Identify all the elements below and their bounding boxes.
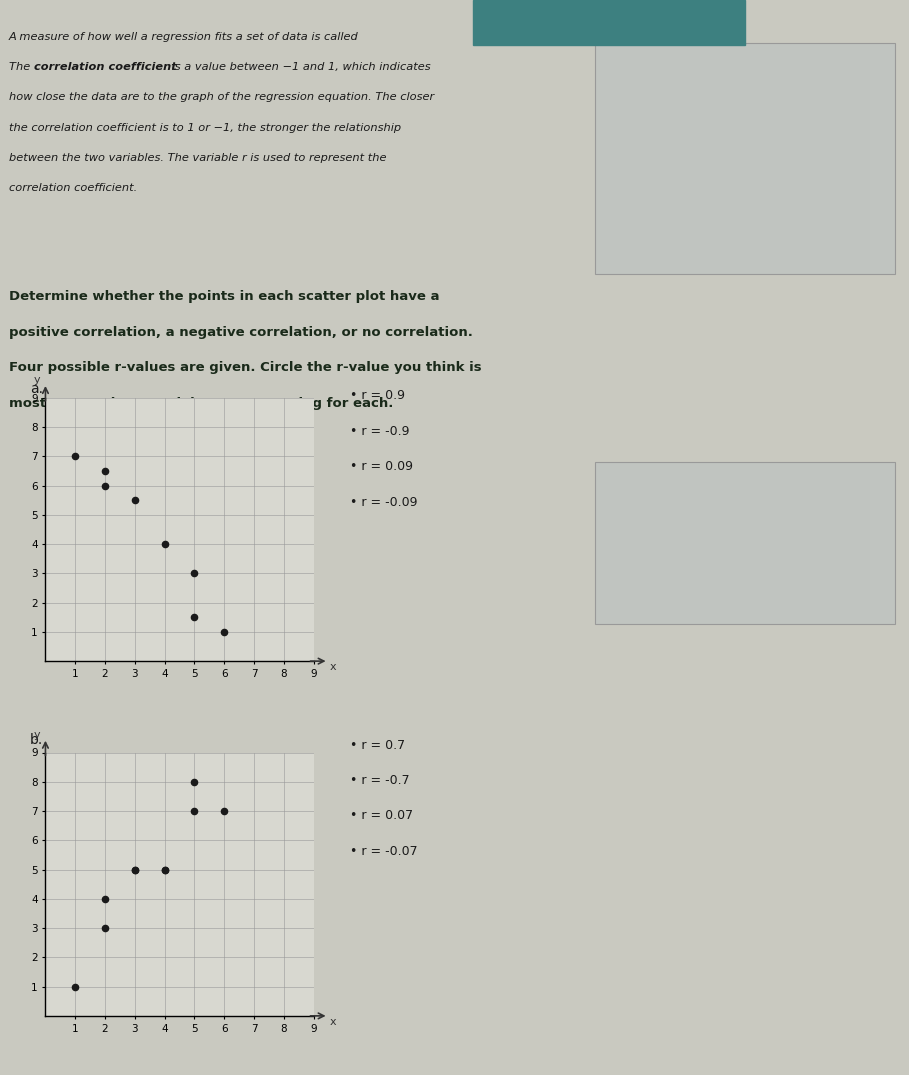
Point [127, 861, 142, 878]
Text: A measure of how well a regression fits a set of data is called: A measure of how well a regression fits … [9, 32, 363, 42]
Text: x: x [330, 662, 336, 672]
Text: • r = 0.7: • r = 0.7 [350, 739, 405, 751]
Text: • r = -0.07: • r = -0.07 [350, 845, 417, 858]
Text: a.: a. [30, 382, 43, 396]
Point [68, 978, 83, 995]
Text: correlation coefficient.: correlation coefficient. [9, 183, 137, 192]
Text: coefficient falls: coefficient falls [606, 82, 694, 91]
FancyBboxPatch shape [595, 462, 895, 624]
Text: • r = -0.09: • r = -0.09 [350, 496, 417, 508]
Text: or between 0 and: or between 0 and [606, 185, 707, 195]
Text: is a value between −1 and 1, which indicates: is a value between −1 and 1, which indic… [168, 62, 431, 72]
Text: 1 if the data show a: 1 if the data show a [606, 211, 720, 220]
Text: Four possible r-values are given. Circle the r-value you think is: Four possible r-values are given. Circle… [9, 361, 482, 374]
Point [217, 802, 232, 819]
Text: The: The [9, 62, 34, 72]
Point [187, 608, 202, 626]
Text: the correlation coefficient is to 1 or −1, the stronger the relationship: the correlation coefficient is to 1 or −… [9, 123, 401, 132]
Text: .: . [553, 32, 556, 42]
Point [98, 919, 113, 936]
Text: Determine whether the points in each scatter plot have a: Determine whether the points in each sca… [9, 290, 440, 303]
Text: The correlation: The correlation [606, 56, 693, 66]
Point [187, 564, 202, 582]
Text: a linear relationship: a linear relationship [606, 540, 724, 553]
Text: • r = -0.7: • r = -0.7 [350, 774, 410, 787]
Point [98, 890, 113, 907]
Text: positive association.: positive association. [606, 236, 723, 246]
Text: between the two variables. The variable r is used to represent the: between the two variables. The variable … [9, 153, 386, 162]
Bar [473, 0, 745, 45]
Text: The closer the r-value: The closer the r-value [606, 475, 735, 488]
Point [127, 861, 142, 878]
Text: there is in the data.: there is in the data. [606, 572, 724, 585]
FancyBboxPatch shape [595, 43, 895, 274]
Point [157, 861, 172, 878]
Point [217, 624, 232, 641]
Text: y: y [34, 375, 40, 385]
Text: • r = 0.09: • r = 0.09 [350, 460, 413, 473]
Point [98, 462, 113, 479]
Point [157, 535, 172, 553]
Text: gets to 0, the less of: gets to 0, the less of [606, 507, 727, 520]
Text: negative association: negative association [606, 159, 724, 169]
Text: correlation: correlation [486, 32, 557, 42]
Text: x: x [330, 1017, 336, 1027]
Text: most appropriate. Explain your reasoning for each.: most appropriate. Explain your reasoning… [9, 397, 394, 410]
Point [187, 802, 202, 819]
Text: between −1 and 0: between −1 and 0 [606, 108, 712, 117]
Point [187, 773, 202, 790]
Text: y: y [34, 730, 40, 740]
Text: positive correlation, a negative correlation, or no correlation.: positive correlation, a negative correla… [9, 326, 473, 339]
Text: how close the data are to the graph of the regression equation. The closer: how close the data are to the graph of t… [9, 92, 435, 102]
Text: correlation coefficient: correlation coefficient [34, 62, 176, 72]
Text: if the data show a: if the data show a [606, 133, 709, 143]
Point [127, 491, 142, 508]
Point [157, 861, 172, 878]
Text: b.: b. [30, 733, 44, 747]
Point [68, 447, 83, 464]
Text: • r = 0.9: • r = 0.9 [350, 389, 405, 402]
Text: • r = -0.9: • r = -0.9 [350, 425, 409, 438]
Point [98, 477, 113, 494]
Text: • r = 0.07: • r = 0.07 [350, 809, 413, 822]
